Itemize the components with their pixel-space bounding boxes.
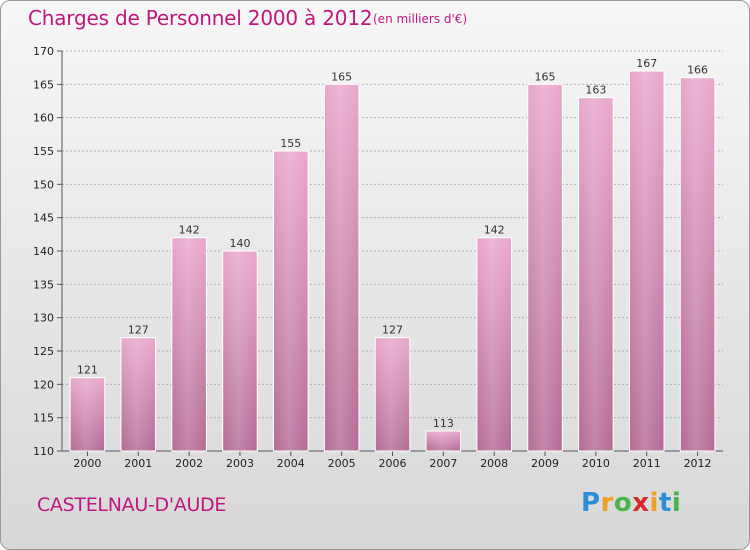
bar-highlight xyxy=(578,97,614,452)
bar-highlight xyxy=(273,151,309,451)
y-tick-label: 140 xyxy=(33,245,54,258)
y-tick-label: 145 xyxy=(33,212,54,225)
y-tick-label: 155 xyxy=(33,145,54,158)
data-label: 127 xyxy=(128,324,149,337)
y-tick-label: 170 xyxy=(33,45,54,58)
y-tick-label: 125 xyxy=(33,345,54,358)
y-tick-label: 130 xyxy=(33,312,54,325)
bar-highlight xyxy=(476,237,512,451)
bar-highlight xyxy=(222,251,258,451)
y-tick-label: 135 xyxy=(33,278,54,291)
x-tick-label: 2012 xyxy=(684,457,712,470)
logo-letter: x xyxy=(632,488,650,518)
bar-highlight xyxy=(171,237,207,451)
chart-title: Charges de Personnel 2000 à 2012 xyxy=(28,6,373,30)
y-tick-label: 115 xyxy=(33,412,54,425)
y-tick-label: 110 xyxy=(33,445,54,458)
bar-highlight xyxy=(70,377,105,451)
bars xyxy=(69,70,716,452)
data-label: 142 xyxy=(179,224,200,237)
x-tick-labels: 2000 2001 2002 2003 2004 2005 2006 2007 2008 2009… xyxy=(73,457,711,470)
x-tick-label: 2004 xyxy=(277,457,305,470)
data-label: 165 xyxy=(331,70,352,83)
x-tick-label: 2002 xyxy=(175,457,203,470)
bar-highlight xyxy=(680,77,715,452)
x-tick-label: 2010 xyxy=(582,457,610,470)
y-tick-label: 150 xyxy=(33,178,54,191)
y-tick-label: 160 xyxy=(33,112,54,125)
bar-highlight xyxy=(375,337,410,451)
bar-highlight xyxy=(426,431,461,451)
x-tick-label: 2009 xyxy=(531,457,559,470)
data-label: 165 xyxy=(535,70,556,83)
commune-name: CASTELNAU-D'AUDE xyxy=(37,494,227,516)
y-tick-label: 165 xyxy=(33,78,54,91)
logo-letter: o xyxy=(613,488,633,518)
chart-subtitle: (en milliers d'€) xyxy=(373,12,468,26)
data-labels: 121 127 142 140 155 165 127 113 142 165 163 167 166 xyxy=(77,57,708,430)
data-label: 127 xyxy=(382,324,403,337)
bar-highlight xyxy=(120,337,156,451)
logo-letter: r xyxy=(600,488,614,518)
bar-highlight xyxy=(527,84,563,451)
x-tick-label: 2011 xyxy=(633,457,661,470)
data-label: 163 xyxy=(585,84,606,97)
y-tick-label: 120 xyxy=(33,378,54,391)
data-label: 167 xyxy=(636,57,657,70)
x-tick-label: 2006 xyxy=(379,457,407,470)
data-label: 113 xyxy=(433,417,454,430)
data-label: 142 xyxy=(484,224,505,237)
x-tick-label: 2007 xyxy=(429,457,457,470)
logo-letter: i xyxy=(649,488,659,518)
y-tick-labels: 110 115 120 125 130 135 140 145 150 155 160 165 170 xyxy=(33,45,54,458)
data-label: 155 xyxy=(280,137,301,150)
x-tick-label: 2003 xyxy=(226,457,254,470)
logo-letter: t xyxy=(658,488,672,518)
x-tick-label: 2000 xyxy=(73,457,101,470)
logo-letter: i xyxy=(671,488,682,518)
data-label: 121 xyxy=(77,364,98,377)
data-label: 166 xyxy=(687,64,708,77)
bar-highlight xyxy=(629,71,665,451)
bar-highlight xyxy=(324,84,359,451)
logo-letter: P xyxy=(581,488,601,518)
x-tick-label: 2008 xyxy=(480,457,508,470)
data-label: 140 xyxy=(229,237,250,250)
x-tick-label: 2001 xyxy=(124,457,152,470)
proxiti-logo: Proxiti xyxy=(581,488,681,518)
x-tick-label: 2005 xyxy=(328,457,356,470)
